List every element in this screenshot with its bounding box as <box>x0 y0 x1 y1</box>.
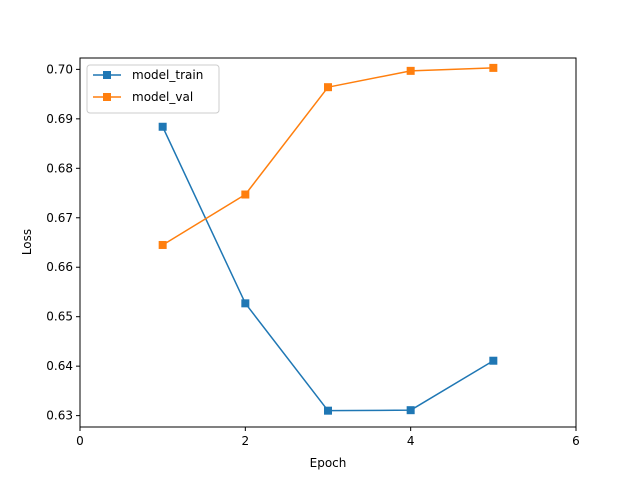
y-tick-label: 0.63 <box>46 409 73 423</box>
y-tick-label: 0.68 <box>46 161 73 175</box>
legend-swatch-marker <box>103 93 111 101</box>
y-tick-label: 0.70 <box>46 62 73 76</box>
legend-label: model_train <box>132 68 203 82</box>
x-tick-label: 0 <box>76 434 84 448</box>
x-axis-label: Epoch <box>310 456 347 470</box>
data-point-model_val <box>324 83 332 92</box>
legend-box <box>86 64 220 114</box>
data-point-model_train <box>489 356 498 365</box>
data-point-model_val <box>158 240 167 249</box>
data-point-model_val <box>241 190 250 199</box>
legend-swatch-marker <box>103 71 111 79</box>
data-point-model_train <box>241 299 250 308</box>
y-tick-label: 0.64 <box>46 359 73 373</box>
y-tick-label: 0.66 <box>46 260 73 274</box>
x-tick-label: 2 <box>242 434 250 448</box>
legend: model_train model_val <box>86 64 220 114</box>
x-tick-label: 4 <box>407 434 415 448</box>
plot-frame <box>79 57 577 428</box>
y-tick-label: 0.67 <box>46 211 73 225</box>
y-tick-label: 0.69 <box>46 112 73 126</box>
data-point-model_train <box>406 406 415 415</box>
data-point-model_train <box>158 122 167 131</box>
y-tick-label: 0.65 <box>46 310 73 324</box>
legend-label: model_val <box>132 90 193 104</box>
x-tick-label: 6 <box>572 434 580 448</box>
y-axis-label: Loss <box>20 229 34 255</box>
data-point-model_val <box>406 66 415 75</box>
data-point-model_train <box>324 406 332 415</box>
data-point-model_val <box>489 63 498 72</box>
